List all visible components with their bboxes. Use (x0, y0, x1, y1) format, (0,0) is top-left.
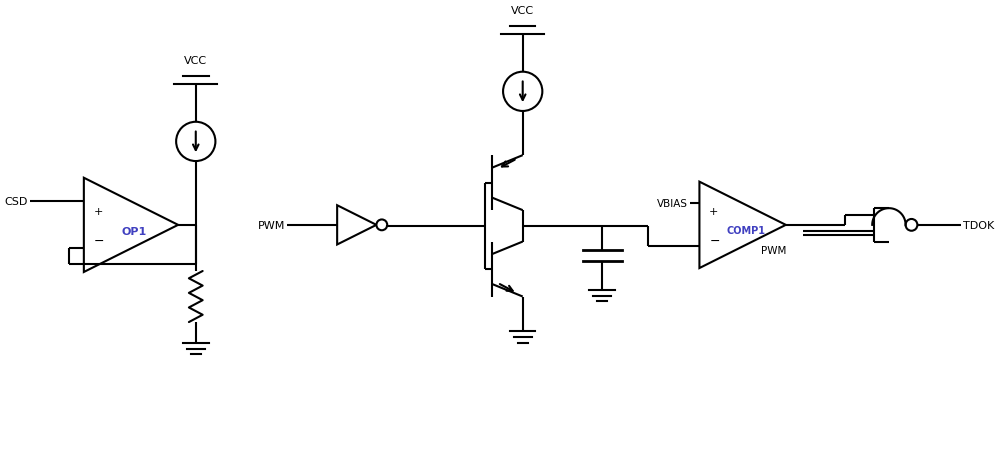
Text: −: − (709, 235, 720, 247)
Text: PWM: PWM (258, 220, 285, 230)
Text: OP1: OP1 (121, 226, 147, 236)
Text: TDOK: TDOK (963, 220, 994, 230)
Text: −: − (94, 235, 104, 247)
Text: CSD: CSD (5, 197, 28, 207)
Text: VCC: VCC (184, 56, 207, 66)
Text: VCC: VCC (511, 6, 534, 16)
Text: COMP1: COMP1 (726, 225, 765, 235)
Text: +: + (94, 207, 103, 217)
Text: +: + (709, 207, 719, 217)
Text: VBIAS: VBIAS (657, 199, 688, 209)
Text: PWM: PWM (761, 245, 787, 255)
